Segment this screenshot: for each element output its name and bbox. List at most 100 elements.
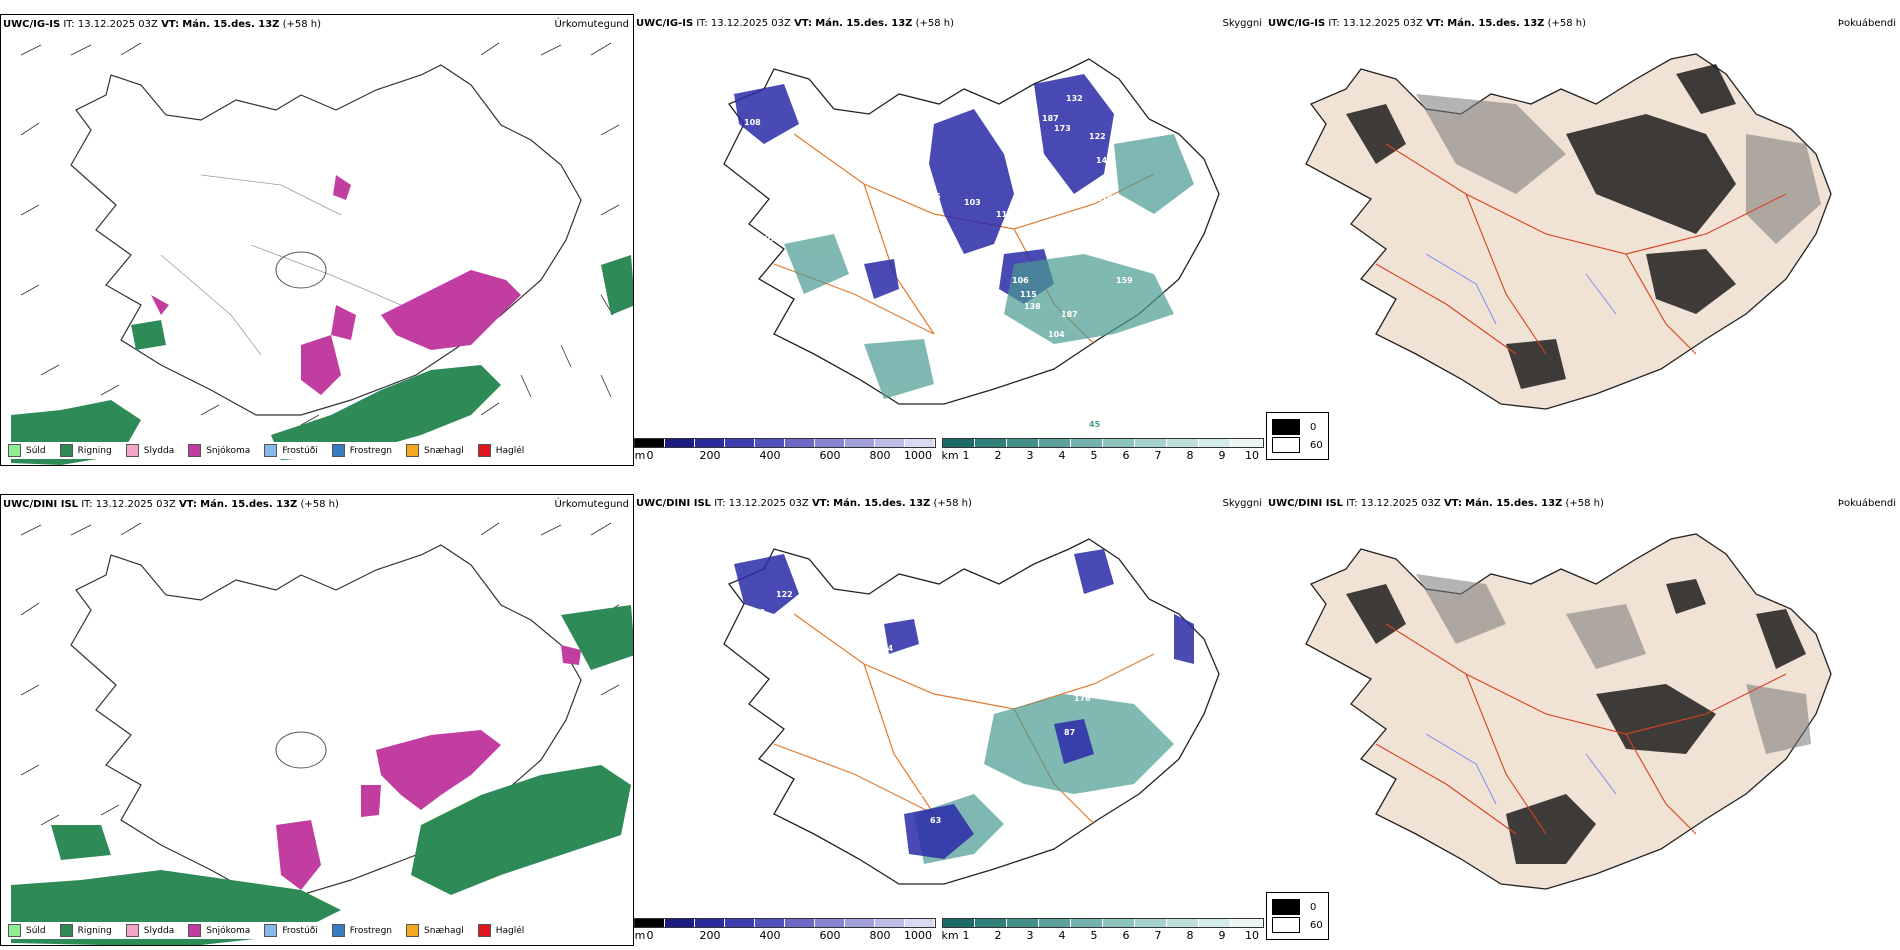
visibility-tick: 4	[1058, 449, 1066, 462]
cloud-panel-top: 111 108 132 187 193 173 122 141 135 103 …	[634, 14, 1266, 466]
ceiling-label: 157	[1022, 644, 1039, 653]
ceiling-label: 104	[1048, 330, 1065, 339]
ceiling-tick: 1000	[904, 929, 932, 942]
iceland-outline-cloud-top	[723, 58, 1220, 405]
ceiling-label: 169	[1104, 664, 1121, 673]
ceiling-label: 122	[1089, 132, 1106, 141]
ceiling-tick: 600	[819, 449, 841, 462]
visibility-tick: 10	[1245, 449, 1259, 462]
ceiling-tick: 0	[646, 929, 654, 942]
legend-item: Snæhagl	[406, 924, 464, 937]
visibility-tick: 8	[1186, 929, 1194, 942]
ceiling-label: 106	[1012, 276, 1029, 285]
ceiling-tick: 800	[869, 929, 891, 942]
snow-areas-bottom	[276, 645, 581, 890]
precip-legend-bottom: Súld Rigning Slydda Snjókoma Frostúði Fr…	[5, 922, 528, 939]
visibility-unit: km	[941, 929, 959, 942]
visibility-tick: 8	[1186, 449, 1194, 462]
fog-legend-row: 60	[1272, 917, 1323, 933]
visibility-tick: 10	[1245, 929, 1259, 942]
roads-fog-bottom	[1375, 623, 1787, 835]
ceiling-label: 107	[759, 234, 776, 243]
precip-panel-bottom: UWC/DINI ISL IT: 13.12.2025 03Z VT: Mán.…	[0, 494, 634, 946]
rivers-fog-top	[1425, 253, 1617, 325]
ceiling-areas-bottom	[734, 549, 1194, 859]
ceiling-bar	[634, 918, 936, 928]
ceiling-label: 173	[1054, 124, 1071, 133]
ceiling-label: 187	[1042, 114, 1059, 123]
ceiling-label: 82	[992, 244, 1004, 253]
ceiling-unit: m	[634, 449, 646, 462]
visibility-tick: 3	[1026, 449, 1034, 462]
legend-item: Snæhagl	[406, 444, 464, 457]
visibility-tick: 1	[962, 929, 970, 942]
visibility-tick: 7	[1154, 929, 1162, 942]
ceiling-label: 132	[1066, 94, 1083, 103]
ceiling-tick: 200	[699, 449, 721, 462]
visibility-tick: 2	[994, 929, 1002, 942]
visibility-tick: 3	[1026, 929, 1034, 942]
fog-dark-areas-bottom	[1346, 579, 1806, 864]
cloud-title-bottom: Skyggni	[1222, 498, 1262, 509]
ceiling-label: 293	[1099, 686, 1116, 695]
legend-item: Rigning	[59, 924, 112, 937]
header-bottom-cloud: UWC/DINI ISL IT: 13.12.2025 03Z VT: Mán.…	[636, 498, 972, 509]
ceiling-label: 187	[1061, 310, 1078, 319]
visibility-tick: 1	[962, 449, 970, 462]
fog-legend-row: 60	[1272, 437, 1323, 453]
rain-areas-bottom	[11, 605, 633, 945]
fog-map-bottom	[1305, 533, 1832, 890]
ceiling-label: 92	[1059, 192, 1071, 201]
ceiling-label: 110	[996, 210, 1013, 219]
visibility-colorbar-bottom: km 1 2 3 4 5 6 7 8 9 10	[941, 918, 1264, 942]
fog-map-top	[1305, 53, 1832, 410]
visibility-colorbar-top: km 1 2 3 4 5 6 7 8 9 10	[941, 438, 1264, 462]
legend-item: Slydda	[125, 444, 174, 457]
fog-grey-areas-bottom	[1416, 574, 1811, 754]
ceiling-label: 108	[744, 118, 761, 127]
visibility-unit: km	[941, 449, 959, 462]
roads-fog-top	[1375, 143, 1787, 355]
visibility-tick: 7	[1154, 449, 1162, 462]
fog-title-top: Þokuábendi	[1837, 18, 1896, 29]
ceiling-label: 115	[1020, 290, 1037, 299]
ceiling-label: 83	[942, 622, 954, 631]
snow-areas-top	[151, 175, 521, 395]
legend-item: Slydda	[125, 924, 174, 937]
wind-barbs	[20, 42, 620, 426]
ceiling-label: 63	[930, 816, 942, 825]
ceiling-label: 141	[1096, 156, 1113, 165]
ceiling-label: 159	[1116, 276, 1133, 285]
visibility-bar	[942, 438, 1264, 448]
fog-dark-areas-top	[1346, 64, 1736, 389]
ceiling-label: 209	[1054, 642, 1071, 651]
legend-item: Haglél	[477, 924, 524, 937]
ceiling-bar	[634, 438, 936, 448]
visibility-tick: 9	[1218, 449, 1226, 462]
visibility-tick: 6	[1122, 449, 1130, 462]
ceiling-label: 94	[882, 644, 894, 653]
precip-panel-top: UWC/IG-IS IT: 13.12.2025 03Z VT: Mán. 15…	[0, 14, 634, 466]
legend-item: Súld	[8, 444, 46, 457]
precip-map-top	[11, 42, 633, 465]
ceiling-tick: 800	[869, 449, 891, 462]
ceiling-label: 135	[924, 192, 941, 201]
cloud-map-top	[723, 58, 1220, 405]
visibility-tick: 9	[1218, 929, 1226, 942]
precip-map-bottom	[11, 522, 633, 945]
glacier-top	[275, 251, 327, 289]
ceiling-label: 76	[912, 794, 924, 803]
ceiling-label: 118	[1096, 194, 1113, 203]
roads-cloud-bottom	[773, 613, 1155, 825]
precip-legend-top: Súld Rigning Slydda Snjókoma Frostúði Fr…	[5, 442, 528, 459]
rivers-fog-bottom	[1425, 733, 1617, 805]
header-top-precip: UWC/IG-IS IT: 13.12.2025 03Z VT: Mán. 15…	[3, 19, 322, 30]
glacier-bottom	[275, 731, 327, 769]
legend-item: Frostregn	[331, 444, 392, 457]
ceiling-tick: 400	[759, 929, 781, 942]
ceiling-label: 125	[954, 788, 971, 797]
visibility-bar	[942, 918, 1264, 928]
fog-legend-row: 0	[1272, 419, 1323, 435]
iceland-outline-top	[70, 64, 582, 416]
visibility-tick: 5	[1090, 929, 1098, 942]
